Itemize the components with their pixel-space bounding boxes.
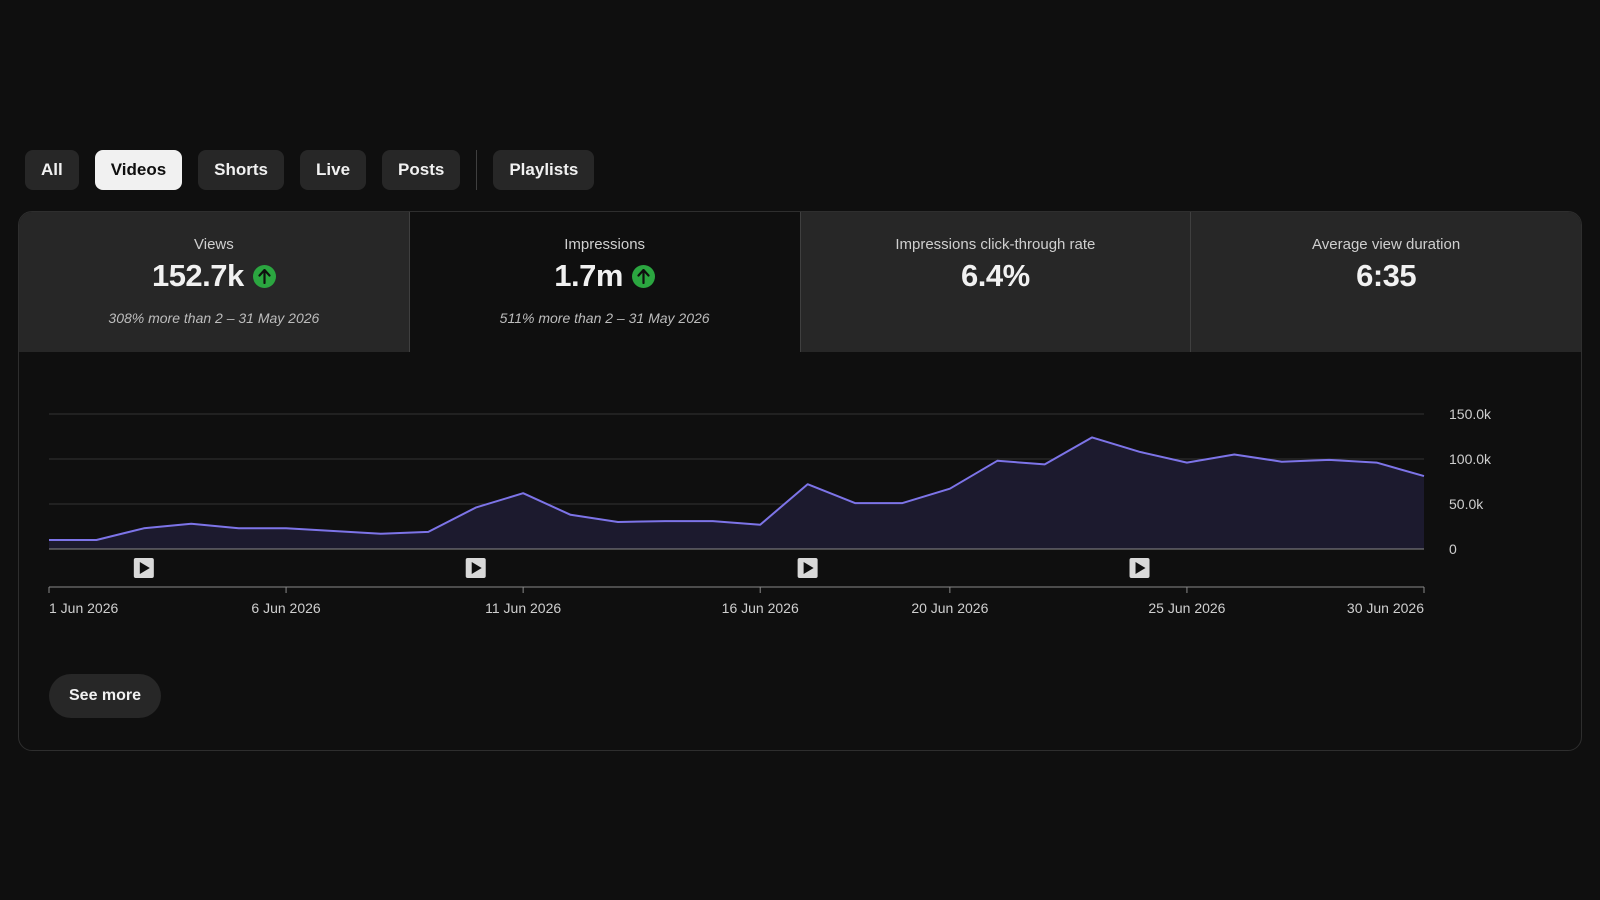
metric-comparison-note: 308% more than 2 – 31 May 2026 bbox=[108, 310, 320, 326]
metric-value: 1.7m bbox=[554, 258, 623, 293]
tab-playlists[interactable]: Playlists bbox=[493, 150, 595, 190]
x-tick-label: 25 Jun 2026 bbox=[1148, 600, 1225, 616]
tab-all[interactable]: All bbox=[25, 150, 79, 190]
x-tick-label: 16 Jun 2026 bbox=[722, 600, 799, 616]
video-marker-icon[interactable] bbox=[1129, 558, 1150, 578]
y-tick-label: 150.0k bbox=[1449, 406, 1492, 422]
series-line bbox=[49, 436, 1425, 541]
x-tick-label: 30 Jun 2026 bbox=[1347, 600, 1424, 616]
see-more-button[interactable]: See more bbox=[49, 674, 162, 718]
metric-comparison-note: 511% more than 2 – 31 May 2026 bbox=[499, 310, 710, 326]
metric-label: Views bbox=[194, 236, 234, 253]
tab-shorts[interactable]: Shorts bbox=[198, 150, 285, 190]
tab-live[interactable]: Live bbox=[300, 150, 367, 190]
metric-card-ctr[interactable]: Impressions click-through rate 6.4% bbox=[800, 212, 1192, 352]
trend-up-arrow-icon bbox=[252, 264, 276, 288]
metric-label: Impressions click-through rate bbox=[895, 236, 1096, 253]
video-marker-icon[interactable] bbox=[465, 558, 486, 578]
video-marker-icon[interactable] bbox=[133, 558, 154, 578]
content-type-tabs: All Videos Shorts Live Posts Playlists bbox=[25, 150, 610, 190]
x-tick-label: 6 Jun 2026 bbox=[251, 600, 320, 616]
trend-up-arrow-icon bbox=[631, 264, 655, 288]
metric-label: Impressions bbox=[564, 236, 646, 253]
metric-card-impressions[interactable]: Impressions 1.7m 511% more than 2 – 31 M… bbox=[409, 212, 801, 352]
metric-card-views[interactable]: Views 152.7k 308% more than 2 – 31 May 2… bbox=[19, 212, 410, 352]
y-tick-label: 100.0k bbox=[1449, 451, 1492, 467]
tab-posts[interactable]: Posts bbox=[382, 150, 461, 190]
tab-videos[interactable]: Videos bbox=[94, 150, 183, 190]
impressions-chart: 0 50.0k 100.0k 150.0k 1 Jun 2026 6 Jun 2026 11… bbox=[48, 406, 1492, 616]
video-marker-icon[interactable] bbox=[797, 558, 818, 578]
metric-value: 152.7k bbox=[151, 258, 244, 293]
x-tick-label: 20 Jun 2026 bbox=[911, 600, 988, 616]
metric-card-avg-view-duration[interactable]: Average view duration 6:35 bbox=[1191, 212, 1581, 352]
metric-cards: Views 152.7k 308% more than 2 – 31 May 2… bbox=[19, 212, 1581, 352]
metric-value: 6:35 bbox=[1356, 258, 1417, 293]
analytics-panel: Views 152.7k 308% more than 2 – 31 May 2… bbox=[18, 211, 1582, 751]
tab-divider bbox=[476, 150, 478, 190]
y-tick-label: 50.0k bbox=[1449, 496, 1484, 512]
series-area bbox=[49, 437, 1424, 549]
metric-value: 6.4% bbox=[961, 258, 1030, 293]
metric-label: Average view duration bbox=[1312, 236, 1461, 253]
x-tick-label: 1 Jun 2026 bbox=[49, 600, 118, 616]
y-tick-label: 0 bbox=[1449, 541, 1457, 557]
x-tick-label: 11 Jun 2026 bbox=[485, 600, 561, 616]
